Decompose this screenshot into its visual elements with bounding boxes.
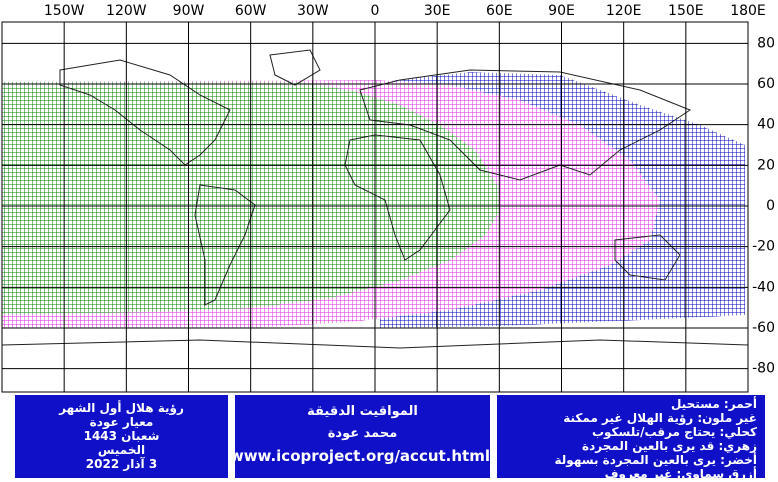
box-line: غير ملون: رؤية الهلال غير ممكنة xyxy=(563,411,757,425)
box-line: أزرق سماوي: غير معروف xyxy=(604,467,757,481)
y-tick-label: 60 xyxy=(757,76,775,92)
legend-box: أحمر: مستحيل غير ملون: رؤية الهلال غير مم… xyxy=(497,395,765,481)
x-tick-label: 30E xyxy=(424,3,451,19)
box-line: أخضر: يرى بالعين المجردة بسهولة xyxy=(554,453,757,467)
box-line: شعبان 1443 xyxy=(83,429,160,443)
x-tick-label: 150W xyxy=(44,3,85,19)
x-tick-label: 120W xyxy=(106,3,147,19)
y-tick-label: -40 xyxy=(752,279,775,295)
box-line: معيار عودة xyxy=(89,415,154,429)
box-line: الخميس xyxy=(97,443,146,457)
x-tick-label: 150E xyxy=(668,3,704,19)
link-box: المواقيت الدقيقة محمد عودة www.icoproject.… xyxy=(229,395,490,478)
box-line: أحمر: مستحيل xyxy=(670,397,757,411)
y-tick-label: 40 xyxy=(757,117,775,133)
box-line: 3 آذار 2022 xyxy=(85,457,158,471)
box-line: رؤية هلال أول الشهر xyxy=(59,401,184,415)
x-tick-label: 120E xyxy=(606,3,642,19)
x-tick-label: 90E xyxy=(548,3,575,19)
box-line: www.icoproject.org/accut.html xyxy=(229,447,490,465)
coastlines xyxy=(1,49,749,349)
y-tick-label: -80 xyxy=(752,361,775,377)
x-tick-label: 60E xyxy=(486,3,513,19)
box-line: محمد عودة xyxy=(327,426,398,441)
box-line: المواقيت الدقيقة xyxy=(307,404,418,419)
y-tick-label: 20 xyxy=(757,157,775,173)
title-box: رؤية هلال أول الشهر معيار عودة شعبان 1443 ا… xyxy=(15,395,228,478)
x-tick-label: 60W xyxy=(235,3,267,19)
y-tick-label: -20 xyxy=(752,239,775,255)
x-tick-label: 90W xyxy=(173,3,205,19)
x-tick-label: 0 xyxy=(371,3,380,19)
y-tick-label: -60 xyxy=(752,320,775,336)
map: 150W 120W 90W 60W 30W 0 30E 60E 90E 120E 150E 180E 8… xyxy=(1,3,775,393)
box-line: زهري: قد يرى بالعين المجردة xyxy=(582,439,757,453)
y-tick-label: 0 xyxy=(766,198,775,214)
box-line: كحلي: يحتاج مرقب/تلسكوب xyxy=(591,425,757,439)
y-tick-label: 80 xyxy=(757,35,775,51)
x-tick-label: 30W xyxy=(297,3,329,19)
x-tick-label: 180E xyxy=(730,3,766,19)
